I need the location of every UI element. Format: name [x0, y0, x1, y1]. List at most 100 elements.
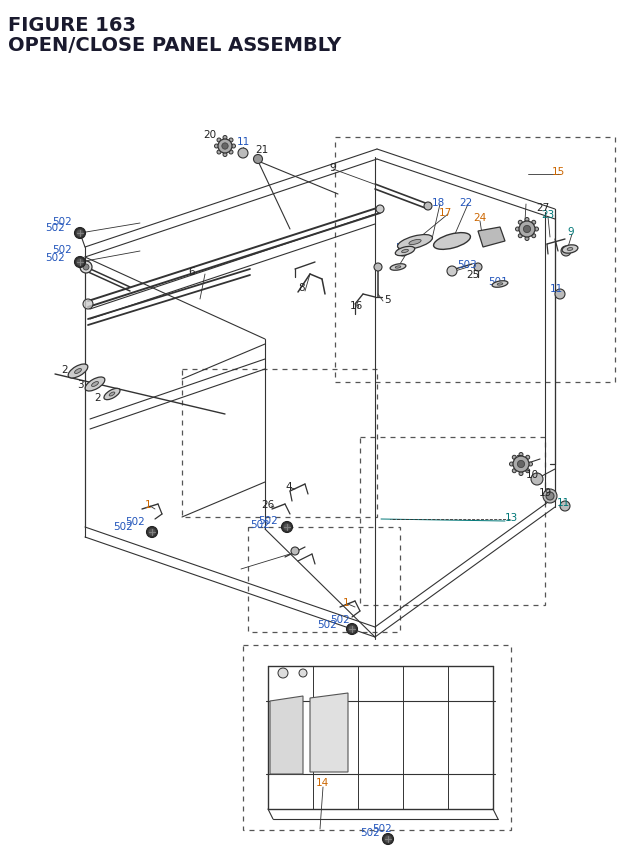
Text: 21: 21 — [255, 145, 269, 155]
Circle shape — [515, 228, 520, 232]
Ellipse shape — [68, 364, 88, 379]
Text: 502: 502 — [330, 614, 350, 624]
Text: 15: 15 — [552, 167, 564, 177]
Polygon shape — [270, 697, 303, 774]
Text: 20: 20 — [204, 130, 216, 139]
Circle shape — [346, 623, 358, 635]
Text: 9: 9 — [568, 226, 574, 237]
Circle shape — [83, 264, 89, 270]
Ellipse shape — [562, 245, 578, 254]
Circle shape — [291, 548, 299, 555]
Ellipse shape — [396, 267, 401, 269]
Text: 17: 17 — [438, 208, 452, 218]
Text: 2: 2 — [61, 364, 68, 375]
Text: OPEN/CLOSE PANEL ASSEMBLY: OPEN/CLOSE PANEL ASSEMBLY — [8, 36, 341, 55]
Circle shape — [80, 262, 92, 274]
Circle shape — [518, 221, 522, 225]
Circle shape — [74, 257, 86, 268]
Circle shape — [282, 522, 292, 533]
Circle shape — [525, 469, 530, 474]
Ellipse shape — [401, 250, 408, 253]
Circle shape — [223, 136, 227, 140]
Circle shape — [524, 226, 531, 233]
Text: 9: 9 — [330, 163, 336, 173]
Text: 502: 502 — [52, 217, 72, 226]
Circle shape — [447, 267, 457, 276]
Text: 24: 24 — [474, 213, 486, 223]
Text: 8: 8 — [299, 282, 305, 293]
Text: 502: 502 — [360, 827, 380, 837]
Circle shape — [534, 228, 538, 232]
Ellipse shape — [85, 378, 105, 392]
Circle shape — [299, 669, 307, 678]
Circle shape — [223, 153, 227, 158]
Text: 7: 7 — [515, 455, 522, 464]
Circle shape — [543, 489, 557, 504]
Circle shape — [383, 833, 394, 845]
Text: 26: 26 — [261, 499, 275, 510]
Circle shape — [525, 238, 529, 241]
Text: 14: 14 — [316, 777, 328, 787]
Ellipse shape — [492, 282, 508, 288]
Circle shape — [519, 453, 523, 457]
Text: 502: 502 — [45, 223, 65, 232]
Text: 4: 4 — [285, 481, 292, 492]
Text: 3: 3 — [77, 380, 83, 389]
Ellipse shape — [92, 382, 99, 387]
Bar — [335, 138, 615, 382]
Circle shape — [525, 218, 529, 222]
Text: 503: 503 — [457, 260, 477, 269]
Text: 23: 23 — [541, 210, 555, 220]
Text: 25: 25 — [467, 269, 479, 280]
Circle shape — [374, 263, 382, 272]
Text: 27: 27 — [536, 202, 550, 213]
Circle shape — [509, 462, 513, 467]
Text: 501: 501 — [488, 276, 508, 287]
Text: 502: 502 — [125, 517, 145, 526]
Text: 10: 10 — [525, 469, 539, 480]
Text: 22: 22 — [460, 198, 472, 208]
Text: 1: 1 — [145, 499, 151, 510]
Circle shape — [531, 474, 543, 486]
Circle shape — [222, 144, 228, 150]
Ellipse shape — [109, 393, 115, 397]
Text: 18: 18 — [431, 198, 445, 208]
Ellipse shape — [567, 248, 573, 251]
Ellipse shape — [397, 235, 433, 251]
Circle shape — [147, 527, 157, 538]
Ellipse shape — [390, 264, 406, 271]
Text: FIGURE 163: FIGURE 163 — [8, 16, 136, 35]
Text: 11: 11 — [556, 498, 570, 507]
Text: 11: 11 — [549, 283, 563, 294]
Circle shape — [214, 145, 218, 149]
Circle shape — [560, 501, 570, 511]
Circle shape — [77, 259, 83, 266]
Text: 502: 502 — [372, 823, 392, 833]
Circle shape — [546, 492, 554, 500]
Circle shape — [217, 151, 221, 155]
Ellipse shape — [396, 247, 415, 257]
Circle shape — [517, 461, 525, 468]
Text: 11: 11 — [236, 137, 250, 147]
Text: 502: 502 — [52, 245, 72, 255]
Circle shape — [349, 626, 355, 633]
Circle shape — [525, 455, 530, 460]
Circle shape — [376, 206, 384, 214]
Circle shape — [519, 222, 535, 238]
Circle shape — [278, 668, 288, 678]
Text: 6: 6 — [189, 267, 195, 276]
Circle shape — [398, 247, 408, 257]
Circle shape — [512, 469, 516, 474]
Circle shape — [512, 455, 516, 460]
Circle shape — [474, 263, 482, 272]
Bar — [182, 369, 377, 517]
Text: 501: 501 — [395, 243, 415, 253]
Text: 1: 1 — [342, 598, 349, 607]
Circle shape — [385, 835, 392, 843]
Circle shape — [238, 149, 248, 158]
Circle shape — [77, 230, 83, 238]
Text: 16: 16 — [349, 300, 363, 311]
Circle shape — [218, 139, 232, 154]
Circle shape — [229, 151, 233, 155]
Bar — [248, 528, 400, 632]
